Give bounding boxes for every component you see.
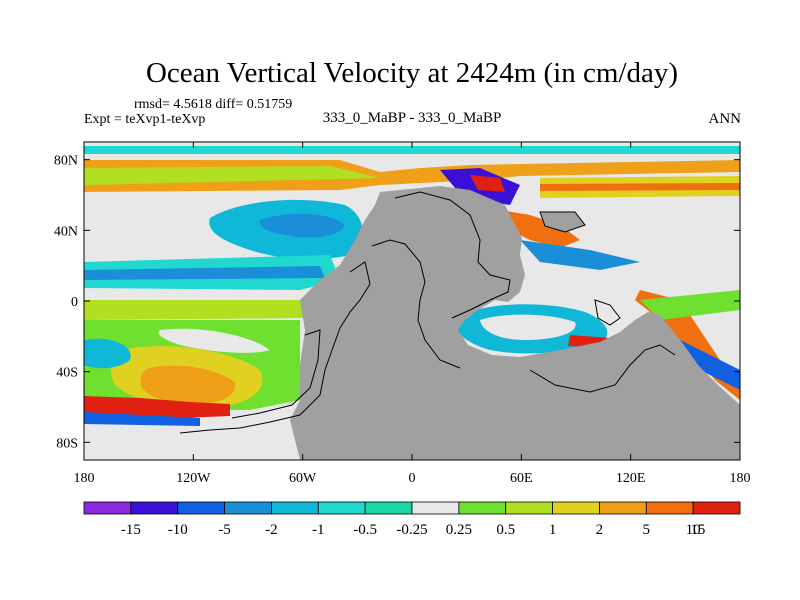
case-text: 333_0_MaBP - 333_0_MaBP xyxy=(323,110,502,126)
x-tick-label: 0 xyxy=(409,471,416,486)
field-north-green xyxy=(84,166,380,185)
colorbar-label: 5 xyxy=(643,522,651,538)
colorbar-swatch xyxy=(552,501,600,515)
field-north-band3 xyxy=(540,183,740,191)
coast-line-3 xyxy=(179,261,371,434)
colorbar-label: 15 xyxy=(690,522,705,538)
x-tick-label: 180 xyxy=(730,471,751,486)
y-tick-label: 80S xyxy=(56,436,78,451)
colorbar-label: -15 xyxy=(121,522,141,538)
colorbar-label: -10 xyxy=(168,522,188,538)
field-southern-red xyxy=(84,396,230,418)
expt-text: Expt = teXvp1-teXvp xyxy=(84,112,205,127)
x-axis-tick-labels: 180 120W 60W 0 60E 120E 180 xyxy=(74,471,751,486)
land-contours xyxy=(179,191,676,434)
x-tick-label: 180 xyxy=(74,471,95,486)
colorbar-swatch xyxy=(645,501,694,515)
field-arabian xyxy=(500,210,580,248)
colorbar-label: -0.5 xyxy=(353,522,377,538)
y-tick-label: 0 xyxy=(71,295,78,310)
field-pacific-blue xyxy=(259,213,345,238)
field-eastpac-green xyxy=(640,290,740,320)
field-south-white xyxy=(158,328,270,353)
colorbar-swatch xyxy=(177,501,225,515)
colorbar-swatch xyxy=(364,501,413,515)
field-arabian-blue xyxy=(520,240,640,270)
colorbar-label: -5 xyxy=(218,522,231,538)
x-tick-label: 60E xyxy=(510,471,533,486)
colorbar-swatch xyxy=(505,501,553,515)
coast-line-5 xyxy=(529,344,676,393)
colorbar-swatch xyxy=(458,501,507,515)
field-eq-pacific-blue xyxy=(84,266,325,280)
colorbar-label: 10 xyxy=(686,522,701,538)
field-indian-lens-blue xyxy=(480,314,576,340)
y-tick-label: 40S xyxy=(56,366,78,381)
chart-title: Ocean Vertical Velocity at 2424m (in cm/… xyxy=(146,57,678,89)
colorbar xyxy=(83,501,741,515)
colorbar-label: 1 xyxy=(549,522,557,538)
coast-line-2 xyxy=(371,239,461,369)
x-tick-label: 120W xyxy=(176,471,211,486)
stats-text: rmsd= 4.5618 diff= 0.51759 xyxy=(134,97,292,112)
land-mass xyxy=(290,186,740,460)
colorbar-swatch xyxy=(317,501,366,515)
x-tick-label: 60W xyxy=(289,471,317,486)
colorbar-swatch xyxy=(130,501,179,515)
y-axis-tick-labels: 80N 40N 0 40S 80S xyxy=(54,154,78,452)
coast-line-1 xyxy=(394,191,511,319)
colorbar-swatch xyxy=(411,501,460,515)
colorbar-label: -0.25 xyxy=(396,522,427,538)
velocity-field xyxy=(84,142,740,460)
coast-line-6 xyxy=(539,211,586,233)
x-tick-label: 120E xyxy=(616,471,646,486)
colorbar-label: 2 xyxy=(596,522,604,538)
y-tick-label: 40N xyxy=(54,224,78,239)
field-southern-purple xyxy=(84,412,200,426)
field-eq-green xyxy=(84,300,305,320)
y-tick-label: 80N xyxy=(54,154,78,169)
colorbar-swatch xyxy=(83,501,132,515)
colorbar-swatch xyxy=(599,501,647,515)
field-south-pacific-orange xyxy=(140,365,236,404)
field-south-cyan xyxy=(84,338,131,369)
colorbar-label: 0.5 xyxy=(496,522,515,538)
colorbar-swatch xyxy=(224,501,272,515)
colorbar-label: 0.25 xyxy=(446,522,472,538)
season-text: ANN xyxy=(709,111,742,127)
colorbar-label: -1 xyxy=(312,522,325,538)
coast-line-4 xyxy=(231,329,321,419)
land-arctic-island xyxy=(540,212,585,232)
coast-line-7 xyxy=(594,299,621,326)
field-arctic-blue xyxy=(84,146,740,154)
colorbar-swatch xyxy=(692,501,741,515)
x-axis-ticks xyxy=(83,142,741,460)
colorbar-label: -2 xyxy=(265,522,278,538)
y-axis-ticks xyxy=(84,159,740,443)
field-siberia-red xyxy=(470,175,505,192)
colorbar-swatch xyxy=(271,501,319,515)
